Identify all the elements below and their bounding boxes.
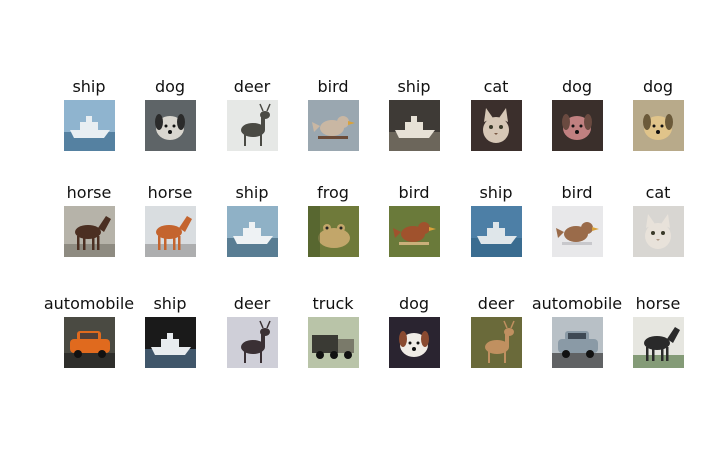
ship-photo [471, 206, 522, 257]
image-label: cat [645, 183, 671, 202]
image-label: ship [397, 77, 431, 96]
truck-photo [308, 317, 359, 368]
horse-photo [64, 206, 115, 257]
image-thumbnail [227, 317, 278, 368]
image-thumbnail [471, 317, 522, 368]
image-label: cat [483, 77, 509, 96]
frog-photo [308, 206, 359, 257]
grid-cell: horse [39, 184, 139, 284]
bird-photo [389, 206, 440, 257]
image-thumbnail [552, 206, 603, 257]
grid-cell: ship [120, 295, 220, 395]
grid-cell: dog [608, 78, 708, 178]
grid-cell: ship [364, 78, 464, 178]
ship-photo [227, 206, 278, 257]
image-label: horse [147, 183, 193, 202]
image-thumbnail [308, 100, 359, 151]
grid-cell: dog [120, 78, 220, 178]
image-label: truck [312, 294, 354, 313]
image-label: dog [642, 77, 674, 96]
grid-cell: deer [202, 295, 302, 395]
horse-photo [633, 317, 684, 368]
image-thumbnail [308, 317, 359, 368]
grid-cell: automobile [527, 295, 627, 395]
grid-cell: ship [446, 184, 546, 284]
image-thumbnail [227, 206, 278, 257]
grid-cell: automobile [39, 295, 139, 395]
image-thumbnail [145, 206, 196, 257]
image-thumbnail [471, 206, 522, 257]
image-thumbnail [145, 100, 196, 151]
grid-cell: bird [364, 184, 464, 284]
image-thumbnail [64, 317, 115, 368]
grid-cell: cat [446, 78, 546, 178]
grid-cell: frog [283, 184, 383, 284]
image-thumbnail [633, 206, 684, 257]
image-thumbnail [389, 100, 440, 151]
image-thumbnail [633, 100, 684, 151]
cat-photo [471, 100, 522, 151]
image-label: dog [561, 77, 593, 96]
image-label: ship [235, 183, 269, 202]
image-thumbnail [64, 100, 115, 151]
dog-photo [552, 100, 603, 151]
grid-cell: truck [283, 295, 383, 395]
cat-photo [633, 206, 684, 257]
bird-photo [552, 206, 603, 257]
deer-photo [227, 100, 278, 151]
grid-cell: ship [202, 184, 302, 284]
grid-cell: deer [202, 78, 302, 178]
image-label: horse [66, 183, 112, 202]
image-label: dog [398, 294, 430, 313]
image-label: dog [154, 77, 186, 96]
car-photo [552, 317, 603, 368]
deer-photo [471, 317, 522, 368]
dog-photo [633, 100, 684, 151]
image-thumbnail [308, 206, 359, 257]
image-label: bird [317, 77, 349, 96]
grid-cell: horse [608, 295, 708, 395]
image-label: automobile [43, 294, 135, 313]
ship-photo [145, 317, 196, 368]
grid-cell: horse [120, 184, 220, 284]
grid-cell: bird [283, 78, 383, 178]
grid-cell: cat [608, 184, 708, 284]
image-thumbnail [552, 100, 603, 151]
ship-photo [389, 100, 440, 151]
deer-photo [227, 317, 278, 368]
image-label: bird [561, 183, 593, 202]
dog-photo [145, 100, 196, 151]
image-label: horse [635, 294, 681, 313]
grid-cell: dog [527, 78, 627, 178]
bird-photo [308, 100, 359, 151]
image-label: deer [233, 77, 271, 96]
image-label: deer [477, 294, 515, 313]
grid-cell: ship [39, 78, 139, 178]
image-thumbnail [145, 317, 196, 368]
image-label: ship [153, 294, 187, 313]
grid-cell: bird [527, 184, 627, 284]
dog-photo [389, 317, 440, 368]
grid-cell: dog [364, 295, 464, 395]
image-label: ship [72, 77, 106, 96]
image-label: deer [233, 294, 271, 313]
image-label: bird [398, 183, 430, 202]
ship-photo [64, 100, 115, 151]
image-label: frog [317, 183, 349, 202]
image-label: ship [479, 183, 513, 202]
grid-cell: deer [446, 295, 546, 395]
image-thumbnail [633, 317, 684, 368]
image-thumbnail [389, 317, 440, 368]
horse-photo [145, 206, 196, 257]
image-thumbnail [471, 100, 522, 151]
image-thumbnail [64, 206, 115, 257]
image-thumbnail [552, 317, 603, 368]
image-thumbnail [227, 100, 278, 151]
car-photo [64, 317, 115, 368]
image-thumbnail [389, 206, 440, 257]
image-label: automobile [531, 294, 623, 313]
